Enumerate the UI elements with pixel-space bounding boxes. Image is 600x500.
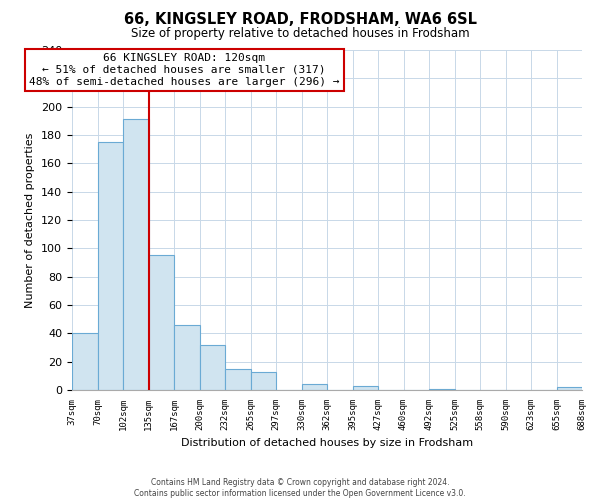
X-axis label: Distribution of detached houses by size in Frodsham: Distribution of detached houses by size … <box>181 438 473 448</box>
Text: 66, KINGSLEY ROAD, FRODSHAM, WA6 6SL: 66, KINGSLEY ROAD, FRODSHAM, WA6 6SL <box>124 12 476 28</box>
Bar <box>97 142 123 390</box>
Text: Size of property relative to detached houses in Frodsham: Size of property relative to detached ho… <box>131 28 469 40</box>
Bar <box>557 387 582 390</box>
Bar <box>225 369 251 390</box>
Text: 66 KINGSLEY ROAD: 120sqm
← 51% of detached houses are smaller (317)
48% of semi-: 66 KINGSLEY ROAD: 120sqm ← 51% of detach… <box>29 54 340 86</box>
Text: Contains HM Land Registry data © Crown copyright and database right 2024.
Contai: Contains HM Land Registry data © Crown c… <box>134 478 466 498</box>
Bar <box>251 372 276 390</box>
Bar <box>353 386 378 390</box>
Bar <box>429 388 455 390</box>
Bar <box>72 334 97 390</box>
Bar <box>123 120 149 390</box>
Y-axis label: Number of detached properties: Number of detached properties <box>25 132 35 308</box>
Bar <box>174 325 199 390</box>
Bar <box>149 256 174 390</box>
Bar <box>199 344 225 390</box>
Bar <box>302 384 327 390</box>
